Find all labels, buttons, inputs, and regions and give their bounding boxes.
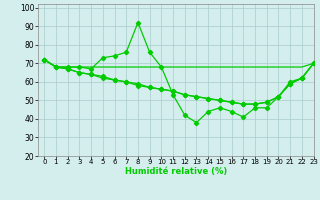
- X-axis label: Humidité relative (%): Humidité relative (%): [125, 167, 227, 176]
